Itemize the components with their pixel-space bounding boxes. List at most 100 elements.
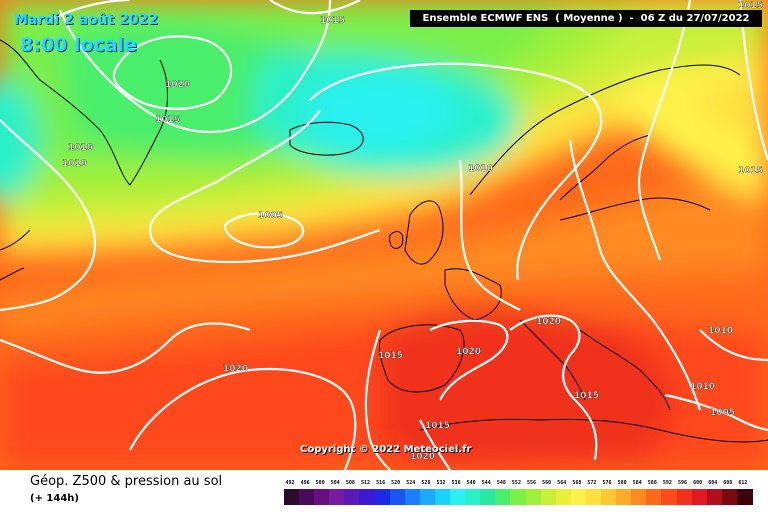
- scale-tick-label: 588: [647, 480, 657, 486]
- isobar: [309, 62, 603, 281]
- isobar-label: 1020: [536, 317, 561, 327]
- scale-color-swatch: [299, 489, 316, 505]
- scale-tick-label: 604: [708, 480, 718, 486]
- scale-tick-label: 560: [542, 480, 552, 486]
- scale-tick-label: 496: [300, 480, 310, 486]
- isobar-label: 1010: [68, 143, 93, 153]
- scale-tick-label: 564: [557, 480, 567, 486]
- scale-color-swatch: [555, 489, 572, 505]
- scale-tick-label: 520: [391, 480, 401, 486]
- scale-color-swatch: [691, 489, 708, 505]
- isobar-label: 1020: [165, 80, 190, 90]
- isobar-label: 1010: [468, 164, 493, 174]
- scandinavia-coast: [469, 64, 741, 201]
- scale-tick-label: 548: [496, 480, 506, 486]
- scale-color-swatch: [616, 489, 633, 505]
- scale-color-swatch: [404, 489, 421, 505]
- scale-tick-label: 516: [376, 480, 386, 486]
- scale-tick-label: 568: [572, 480, 582, 486]
- forecast-time: 8:00 locale: [20, 34, 137, 56]
- legend-panel: Géop. Z500 & pression au sol (+ 144h) 49…: [0, 470, 768, 512]
- scale-tick-label: 572: [587, 480, 597, 486]
- scale-color-swatch: [359, 489, 376, 505]
- isobar: [664, 393, 768, 432]
- isobars: [0, 0, 768, 470]
- isobar: [458, 159, 521, 311]
- isobar-label: 1015: [738, 1, 763, 11]
- z500-field: [0, 0, 768, 470]
- scale-tick-label: 592: [662, 480, 672, 486]
- isobar: [148, 109, 381, 264]
- scale-tick-label: 580: [617, 480, 627, 486]
- scale-color-swatch: [570, 489, 587, 505]
- isobar-label: 1015: [738, 166, 763, 176]
- scale-color-swatch: [601, 489, 618, 505]
- isobar: [429, 319, 509, 401]
- scale-color-swatch: [389, 489, 406, 505]
- isobar-label: 1005: [258, 211, 283, 221]
- iberia-coast: [379, 324, 465, 393]
- isobar: [699, 329, 768, 362]
- copyright-notice: Copyright © 2022 Meteociel.fr: [300, 444, 472, 455]
- isobar-label: 1010: [708, 326, 733, 336]
- france-coast: [444, 268, 502, 321]
- isobar-label: 1015: [378, 351, 403, 361]
- isobar: [49, 0, 361, 21]
- geopotential-map: 1015 1020 1015 1010 1010 1005 1010 1015 …: [0, 0, 768, 470]
- scale-color-swatch: [465, 489, 482, 505]
- isobar: [509, 314, 598, 461]
- scale-color-swatch: [434, 489, 451, 505]
- balkans-coast: [579, 329, 671, 411]
- scale-tick-label: 532: [436, 480, 446, 486]
- isobar: [364, 329, 391, 470]
- scale-color-swatch: [540, 489, 557, 505]
- forecast-date: Mardi 2 août 2022: [14, 12, 159, 28]
- lead-time: (+ 144h): [30, 493, 79, 504]
- scale-color-swatch: [706, 489, 723, 505]
- scale-tick-label: 512: [360, 480, 370, 486]
- scale-tick-label: 508: [345, 480, 355, 486]
- scale-tick-label: 500: [315, 480, 325, 486]
- isobar: [0, 322, 251, 374]
- scale-tick-label: 504: [330, 480, 340, 486]
- canada-coast: [0, 229, 31, 281]
- scale-color-swatch: [646, 489, 663, 505]
- iceland-coast: [289, 121, 364, 156]
- scale-color-swatch: [450, 489, 467, 505]
- scale-color-swatch: [495, 489, 512, 505]
- scale-tick-label: 552: [511, 480, 521, 486]
- scale-color-swatch: [661, 489, 678, 505]
- isobar-label: 1015: [574, 391, 599, 401]
- scale-color-swatch: [585, 489, 602, 505]
- scale-tick-label: 600: [693, 480, 703, 486]
- isobar-label: 1020: [456, 347, 481, 357]
- scale-tick-label: 584: [632, 480, 642, 486]
- model-run-info: Ensemble ECMWF ENS ( Moyenne ) - 06 Z du…: [410, 10, 762, 27]
- isobar: [419, 419, 451, 470]
- british-isles-coast: [389, 200, 444, 265]
- isobar: [0, 119, 97, 312]
- isobar: [223, 212, 305, 249]
- isobar: [568, 139, 702, 411]
- isobar-label: 1005: [710, 408, 735, 418]
- isobar: [112, 35, 233, 110]
- isobar-label: 1010: [62, 159, 87, 169]
- scale-tick-label: 608: [723, 480, 733, 486]
- isobar: [129, 368, 357, 470]
- scale-color-swatch: [329, 489, 346, 505]
- isobar-label: 1015: [155, 115, 180, 125]
- isobar: [58, 0, 332, 133]
- scale-color-swatch: [419, 489, 436, 505]
- scale-tick-label: 556: [527, 480, 537, 486]
- isobar-label: 1010: [690, 382, 715, 392]
- scale-color-swatch: [510, 489, 527, 505]
- scale-color-swatch: [631, 489, 648, 505]
- scale-color-swatch: [374, 489, 391, 505]
- scale-color-swatch: [736, 489, 753, 505]
- africa-coast: [419, 418, 768, 443]
- scale-color-swatch: [676, 489, 693, 505]
- scale-tick-label: 492: [285, 480, 295, 486]
- scale-tick-label: 536: [451, 480, 461, 486]
- scale-tick-label: 612: [738, 480, 748, 486]
